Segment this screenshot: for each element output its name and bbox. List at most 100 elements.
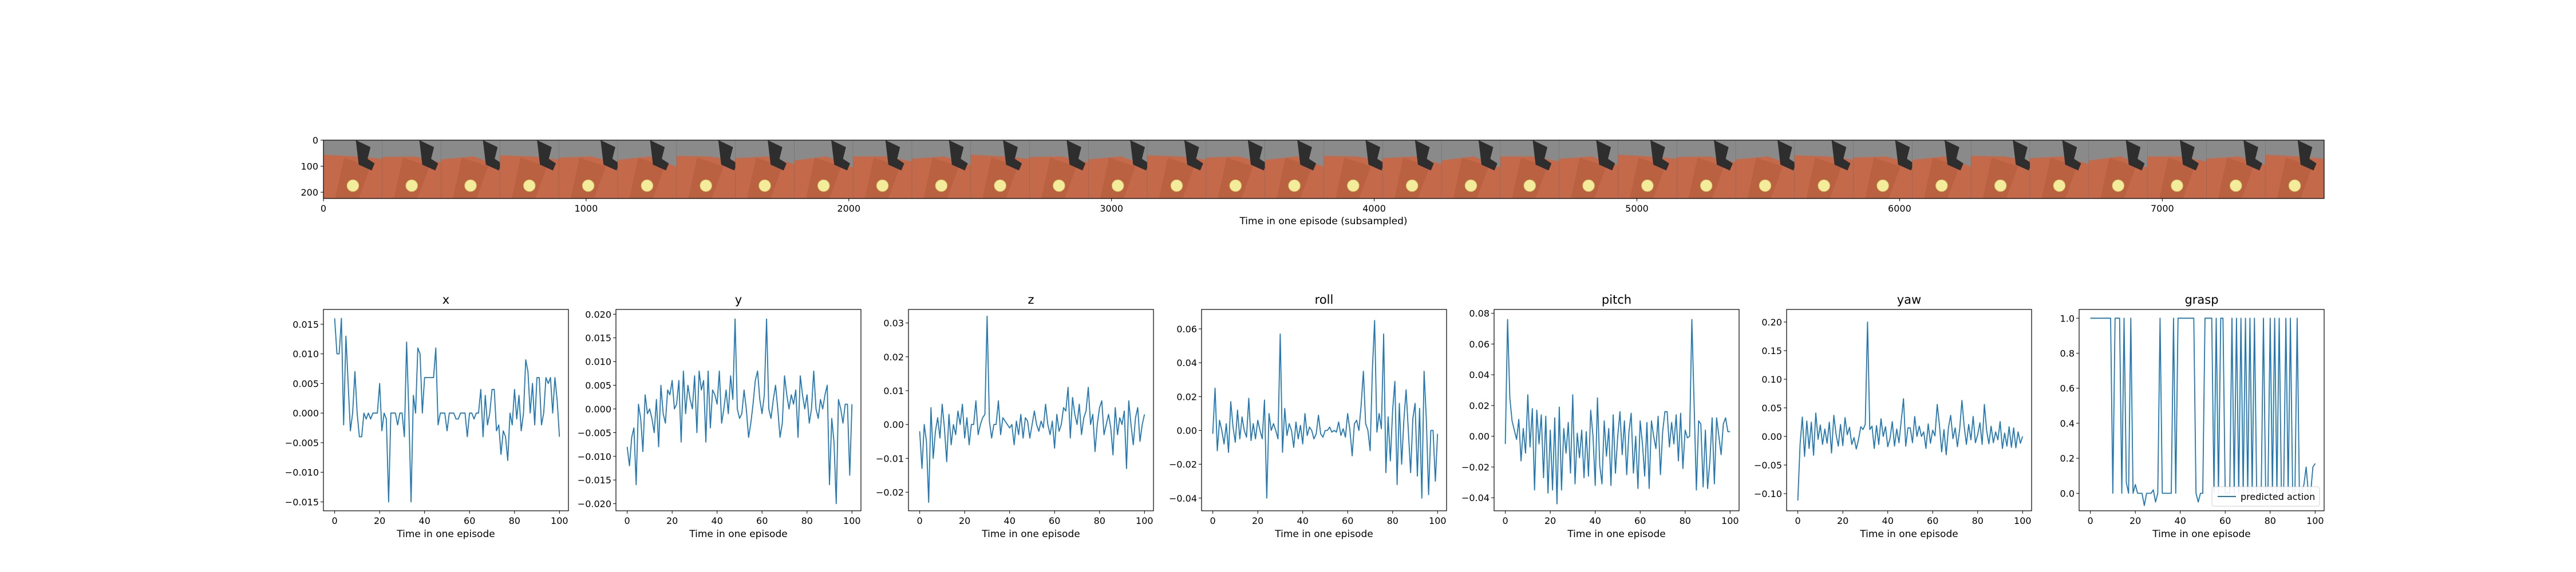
x-tick-label: 100 [2306, 515, 2324, 526]
strip-frame [1029, 140, 1089, 198]
strip-x-tick-label: 2000 [837, 203, 860, 214]
y-tick-label: −0.015 [578, 475, 611, 486]
y-tick-label: 0.2 [2060, 453, 2075, 464]
y-tick-label: 0.00 [883, 419, 904, 430]
x-tick-label: 0 [625, 515, 630, 526]
strip-frame [1323, 140, 1385, 198]
x-tick-label: 0 [332, 515, 338, 526]
x-axis-label: Time in one episode [396, 529, 495, 540]
strip-frame [970, 140, 1030, 198]
x-tick-label: 100 [2014, 515, 2032, 526]
strip-frame [911, 140, 971, 198]
x-tick-label: 80 [509, 515, 520, 526]
strip-frame [1559, 140, 1618, 198]
x-tick-label: 60 [1049, 515, 1060, 526]
strip-frame [441, 140, 502, 198]
chart-panel-yaw: yaw 0 20 40 60 80 100 −0.10 −0.05 0.00 0.05 0.10 0.1… [1754, 293, 2032, 540]
x-tick-label: 100 [1136, 515, 1153, 526]
x-tick-label: 100 [551, 515, 568, 526]
x-tick-label: 0 [1795, 515, 1801, 526]
y-tick-label: 0.00 [1469, 431, 1490, 442]
plot-frame [1494, 309, 1740, 511]
action-plots: x0 20 40 60 80 100−0.015−0.010−0.0050.0000.00… [285, 293, 2325, 540]
chart-title: z [1028, 293, 1034, 307]
x-tick-label: 80 [1387, 515, 1398, 526]
y-tick-label: 0.015 [585, 333, 611, 344]
x-axis-label: Time in one episode [1567, 529, 1665, 540]
chart-panel-grasp: grasp 0 20 40 60 80 100 0.0 0.2 0.4 0.6 0.8 1.0 Time … [2060, 293, 2325, 540]
x-tick-label: 100 [1429, 515, 1447, 526]
y-tick-label: 0.010 [585, 356, 611, 367]
x-tick-label: 20 [374, 515, 385, 526]
series-line-yaw [1797, 321, 2024, 501]
y-tick-label: 0.06 [1176, 324, 1197, 335]
strip-x-tick-label: 0 [321, 203, 326, 214]
y-tick-label: 0.000 [293, 408, 319, 419]
plot-frame [2079, 309, 2325, 511]
x-tick-label: 80 [1094, 515, 1105, 526]
y-tick-label: 0.0 [2060, 488, 2075, 499]
strip-x-axis-label: Time in one episode (subsampled) [1239, 216, 1407, 227]
strip-frame [1206, 140, 1267, 198]
y-tick-label: 0.00 [1176, 425, 1197, 436]
series-line-z [919, 315, 1145, 503]
y-tick-label: 0.005 [293, 378, 319, 389]
y-tick-label: −0.005 [578, 427, 611, 438]
y-tick-label: 0.02 [883, 352, 904, 363]
chart-panel-pitch: pitch 0 20 40 60 80 100 −0.04 −0.02 0.00 0.02 0.04 0… [1461, 293, 1740, 540]
x-tick-label: 20 [1837, 515, 1848, 526]
y-tick-label: −0.02 [876, 487, 904, 498]
y-tick-label: −0.005 [285, 438, 319, 448]
series-line-pitch [1504, 319, 1730, 505]
x-tick-label: 0 [917, 515, 923, 526]
x-tick-label: 60 [2219, 515, 2231, 526]
strip-frame [1265, 140, 1324, 198]
y-tick-label: −0.04 [1461, 492, 1490, 503]
y-tick-label: 0.08 [1469, 308, 1490, 319]
y-tick-label: 0.00 [1761, 431, 1782, 442]
y-tick-label: 0.03 [883, 318, 904, 329]
x-axis-label: Time in one episode [2152, 529, 2250, 540]
legend-box [2211, 486, 2320, 507]
plot-area [323, 309, 568, 511]
x-tick-label: 20 [2129, 515, 2141, 526]
chart-title: y [735, 293, 742, 307]
strip-frame [1441, 140, 1500, 198]
legend: predicted action [2211, 486, 2320, 507]
y-tick-label: −0.10 [1754, 488, 1782, 499]
series-line-grasp [2090, 317, 2316, 506]
y-tick-label: 0.10 [1761, 374, 1782, 385]
plot-frame [1786, 309, 2032, 511]
strip-frame [500, 140, 559, 198]
strip-frame [323, 140, 382, 198]
series-line-y [626, 318, 853, 505]
y-tick-label: 0.015 [293, 319, 319, 330]
y-tick-label: 0.4 [2060, 418, 2075, 429]
strip-frame [2029, 140, 2089, 198]
strip-frame [2147, 140, 2207, 198]
chart-title: x [442, 293, 449, 307]
strip-frame [1794, 140, 1854, 198]
strip-frame [558, 140, 620, 198]
y-tick-label: 0.000 [585, 404, 611, 415]
strip-frame [1970, 140, 2032, 198]
strip-x-tick-label: 3000 [1100, 203, 1123, 214]
y-tick-label: −0.020 [578, 499, 611, 510]
x-axis-label: Time in one episode [1859, 529, 1958, 540]
plot-area [1494, 309, 1739, 511]
y-tick-label: −0.015 [285, 496, 319, 507]
x-tick-label: 60 [464, 515, 475, 526]
x-tick-label: 40 [1004, 515, 1016, 526]
strip-frame [1912, 140, 1971, 198]
strip-frame [1735, 140, 1796, 198]
strip-x-tick-label: 1000 [575, 203, 598, 214]
plot-area [1202, 309, 1447, 511]
x-tick-label: 60 [756, 515, 768, 526]
y-tick-label: 0.005 [585, 380, 611, 391]
plot-area [1787, 309, 2032, 511]
x-tick-label: 20 [1544, 515, 1556, 526]
series-line-roll [1212, 320, 1439, 499]
chart-panel-roll: roll 0 20 40 60 80 100 −0.04 −0.02 0.00 0.02 0.04 0.… [1169, 293, 1447, 540]
x-tick-label: 20 [959, 515, 970, 526]
chart-title: roll [1315, 293, 1334, 307]
